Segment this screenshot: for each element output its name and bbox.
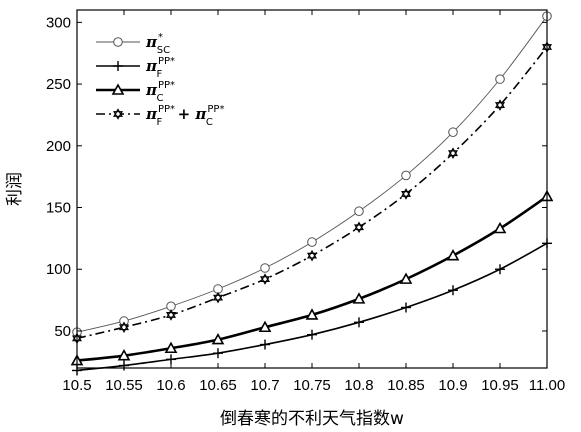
y-tick-label: 300	[46, 14, 71, 31]
x-tick-label: 10.55	[105, 377, 143, 394]
y-tick-label: 50	[54, 323, 71, 340]
series-1	[72, 11, 552, 338]
legend-subscript: SC	[157, 45, 170, 56]
plus-marker	[260, 339, 270, 350]
triangle-marker	[399, 272, 413, 284]
x-tick-label: 10.8	[344, 377, 373, 394]
hexagram-marker	[259, 273, 271, 285]
triangle-marker	[258, 320, 272, 333]
legend-superscript: PP*	[158, 56, 175, 67]
triangle-marker	[111, 83, 125, 95]
legend-symbol: π	[145, 81, 158, 99]
legend-entry-4: πPP* F + πPP* C	[96, 104, 224, 128]
x-axis-label: 倒春寒的不利天气指数w	[220, 409, 404, 429]
triangle-marker	[446, 249, 460, 261]
hexagram-marker	[353, 221, 365, 234]
legend-superscript-2: PP*	[207, 104, 224, 115]
x-tick-label: 10.65	[199, 377, 237, 394]
plus-marker	[401, 302, 411, 313]
legend-subscript: F	[156, 117, 162, 128]
circle-marker	[495, 74, 505, 84]
legend-entry-3: πPP* C	[96, 80, 175, 104]
x-tick-label: 11.00	[529, 377, 565, 394]
x-tick-label: 10.5	[62, 377, 91, 394]
circle-marker	[260, 263, 270, 273]
legend-symbol-2: + π	[178, 105, 208, 123]
legend-label: πPP* F + πPP* C	[145, 104, 224, 128]
plus-marker	[213, 348, 223, 359]
hexagram-marker	[400, 188, 412, 200]
x-tick-label: 10.6	[156, 377, 185, 394]
plus-marker	[354, 317, 364, 328]
series-4	[71, 41, 553, 345]
x-tick-label: 10.75	[293, 377, 331, 394]
x-tick-label: 10.95	[481, 377, 519, 394]
axes: 10.5 10.55 10.6 10.65 10.7 10.75 10.8 10.85 10.9…	[46, 9, 565, 394]
y-tick-label: 200	[46, 138, 71, 155]
legend-superscript: *	[158, 32, 163, 43]
circle-marker	[113, 37, 123, 47]
legend-subscript: F	[156, 69, 162, 80]
hexagram-marker	[306, 249, 318, 262]
plus-marker	[307, 329, 317, 340]
triangle-marker	[211, 332, 225, 345]
plus-marker	[448, 285, 458, 296]
triangle-marker	[164, 341, 178, 354]
triangle-marker	[493, 221, 507, 234]
triangle-marker	[305, 308, 319, 320]
x-tick-label: 10.7	[250, 377, 279, 394]
hexagram-marker	[494, 99, 506, 111]
legend-superscript: PP*	[158, 104, 175, 115]
legend-label: πPP* F	[145, 56, 175, 80]
legend-symbol: π	[145, 33, 158, 51]
plus-marker	[166, 354, 176, 365]
legend-symbol: π	[145, 57, 158, 75]
y-tick-label: 100	[46, 261, 71, 278]
circle-marker	[307, 237, 317, 247]
circle-marker	[401, 170, 411, 181]
legend-superscript: PP*	[158, 80, 175, 91]
series-2	[72, 238, 552, 376]
legend-label: πPP* C	[145, 80, 175, 104]
plus-marker	[113, 61, 123, 71]
legend-entry-1: π* SC	[96, 32, 170, 56]
legend-subscript-2: C	[206, 117, 213, 128]
legend-symbol: π	[145, 105, 158, 123]
legend-label: π* SC	[145, 32, 170, 56]
legend-entry-2: πPP* F	[96, 56, 175, 80]
hexagram-marker	[118, 321, 130, 334]
legend-subscript: C	[156, 93, 163, 104]
x-tick-label: 10.9	[438, 377, 467, 394]
triangle-marker	[117, 349, 131, 361]
y-tick-label: 150	[46, 200, 71, 217]
hexagram-marker	[447, 147, 459, 160]
circle-marker	[448, 127, 458, 138]
plus-marker	[495, 264, 505, 275]
hexagram-marker	[165, 309, 177, 321]
x-tick-label: 10.85	[387, 377, 425, 394]
triangle-marker	[352, 292, 366, 304]
y-tick-label: 250	[46, 76, 71, 93]
y-axis-label: 利润	[5, 172, 25, 206]
hexagram-marker	[212, 291, 224, 304]
series-layer	[70, 11, 554, 376]
circle-marker	[354, 206, 364, 217]
hexagram-marker	[112, 108, 124, 120]
